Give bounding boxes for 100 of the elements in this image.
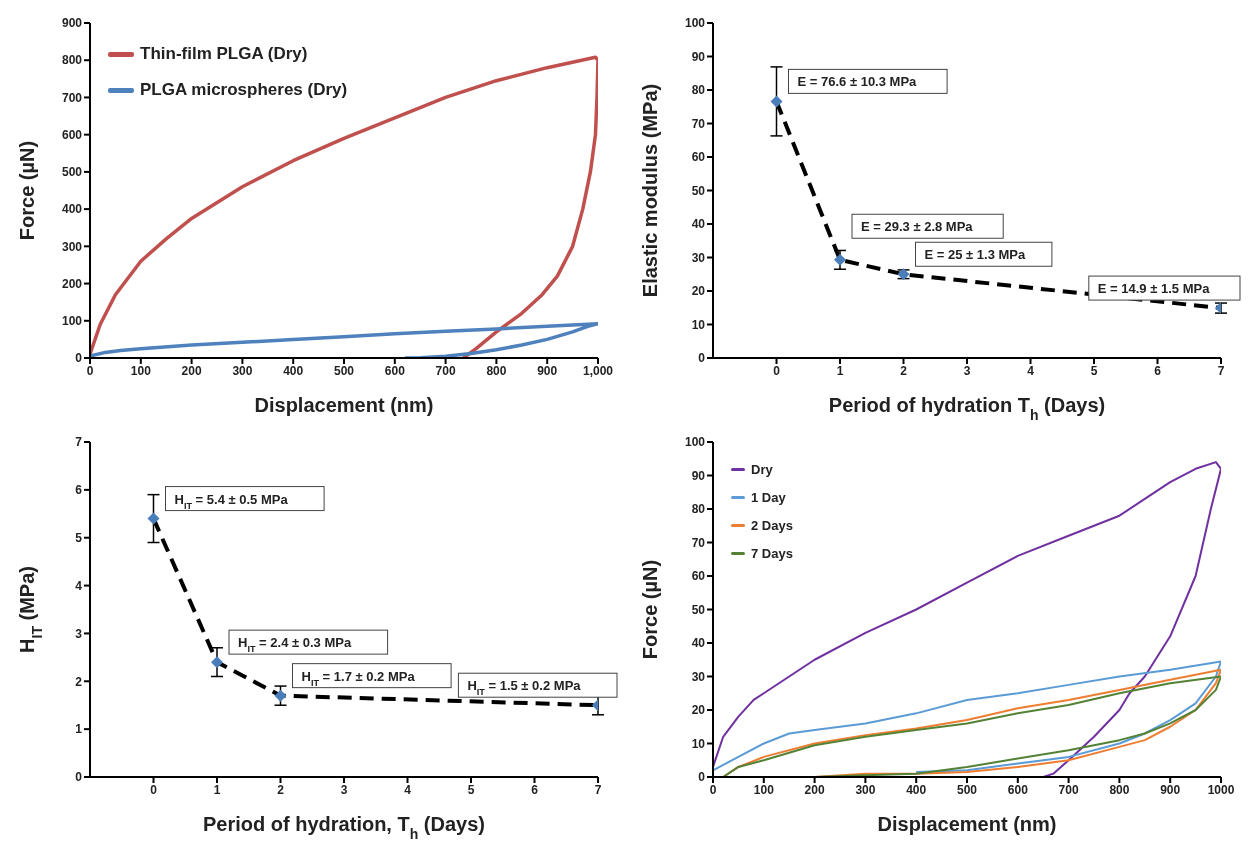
y-tick-label: 60 <box>691 150 706 165</box>
y-tick-label: 1 <box>75 722 83 737</box>
x-tick-label: 800 <box>486 363 507 378</box>
y-tick-label: 80 <box>691 502 706 517</box>
x-tick-label: 600 <box>384 363 406 378</box>
y-axis-title: Force (µN) <box>639 559 661 660</box>
y-tick-label: 90 <box>691 468 706 483</box>
x-tick-label: 700 <box>435 363 456 378</box>
x-tick-label: 700 <box>1058 782 1079 797</box>
x-tick-label: 100 <box>753 782 775 797</box>
y-tick-label: 7 <box>75 435 83 450</box>
y-tick-label: 800 <box>61 53 83 68</box>
x-tick-label: 5 <box>1090 363 1098 378</box>
x-tick-label: 0 <box>86 363 94 378</box>
y-tick-label: 40 <box>691 636 706 651</box>
point <box>147 512 160 525</box>
x-tick-label: 200 <box>804 782 825 797</box>
y-tick-label: 20 <box>691 703 706 718</box>
y-tick-label: 80 <box>691 83 706 98</box>
y-tick-label: 70 <box>691 116 706 131</box>
y-tick-label: 60 <box>691 569 706 584</box>
y-tick-label: 30 <box>691 250 706 265</box>
x-axis-title: Displacement (nm) <box>254 394 434 416</box>
y-tick-label: 90 <box>691 49 706 64</box>
y-tick-label: 70 <box>691 535 706 550</box>
annotation: E = 29.3 ± 2.8 MPa <box>861 219 974 235</box>
y-tick-label: 4 <box>75 578 83 593</box>
y-tick-label: 600 <box>61 127 83 142</box>
y-tick-label: 100 <box>684 16 706 31</box>
x-tick-label: 4 <box>404 782 412 797</box>
x-tick-label: 0 <box>773 363 781 378</box>
y-tick-label: 100 <box>684 435 706 450</box>
y-tick-label: 3 <box>75 626 83 641</box>
y-tick-label: 50 <box>691 602 706 617</box>
y-tick-label: 2 <box>75 674 83 689</box>
x-axis-title: Period of hydration T$_{h}$ (Days) <box>828 394 1106 423</box>
annotation: H$_{IT}$ = 5.4 ± 0.5 MPa <box>174 491 289 511</box>
x-tick-label: 300 <box>232 363 253 378</box>
y-tick-label: 300 <box>61 239 83 254</box>
x-tick-label: 500 <box>956 782 978 797</box>
x-tick-label: 4 <box>1027 363 1035 378</box>
x-tick-label: 6 <box>531 782 539 797</box>
y-tick-label: 5 <box>75 530 83 545</box>
y-tick-label: 40 <box>691 217 706 232</box>
y-tick-label: 0 <box>698 351 706 366</box>
legend-label: Thin-film PLGA (Dry) <box>140 44 308 64</box>
x-tick-label: 600 <box>1007 782 1029 797</box>
y-tick-label: 10 <box>691 736 706 751</box>
x-tick-label: 300 <box>855 782 876 797</box>
y-axis-title: Force (µN) <box>16 140 38 241</box>
annotation: E = 14.9 ± 1.5 MPa <box>1097 281 1211 297</box>
y-tick-label: 900 <box>61 16 83 31</box>
x-tick-label: 1000 <box>1207 782 1235 797</box>
point <box>274 689 287 702</box>
annotation: H$_{IT}$ = 1.7 ± 0.2 MPa <box>301 668 416 688</box>
legend-label: 1 Day <box>751 489 786 505</box>
x-axis-title: Period of hydration, T$_{h}$ (Days) <box>203 813 485 842</box>
x-tick-label: 1 <box>213 782 221 797</box>
y-tick-label: 0 <box>75 351 83 366</box>
x-tick-label: 5 <box>467 782 475 797</box>
x-tick-label: 6 <box>1154 363 1162 378</box>
annotation: E = 25 ± 1.3 MPa <box>924 247 1026 263</box>
legend-label: Dry <box>751 461 773 477</box>
y-tick-label: 100 <box>61 314 83 329</box>
legend-label: PLGA microspheres (Dry) <box>140 80 348 100</box>
y-tick-label: 0 <box>75 770 83 785</box>
point <box>834 253 846 266</box>
x-tick-label: 400 <box>283 363 304 378</box>
x-tick-label: 2 <box>277 782 285 797</box>
y-tick-label: 0 <box>698 770 706 785</box>
x-tick-label: 200 <box>181 363 202 378</box>
y-tick-label: 30 <box>691 669 706 684</box>
x-tick-label: 3 <box>963 363 971 378</box>
legend-label: 7 Days <box>751 545 793 561</box>
y-tick-label: 700 <box>61 90 83 105</box>
x-axis-title: Displacement (nm) <box>877 813 1057 835</box>
y-tick-label: 50 <box>691 183 706 198</box>
x-tick-label: 7 <box>594 782 602 797</box>
y-tick-label: 6 <box>75 483 83 498</box>
y-tick-label: 200 <box>61 276 83 291</box>
x-tick-label: 0 <box>709 782 717 797</box>
x-tick-label: 800 <box>1109 782 1130 797</box>
y-tick-label: 400 <box>61 202 83 217</box>
x-tick-label: 0 <box>150 782 158 797</box>
point <box>211 656 223 669</box>
x-tick-label: 500 <box>333 363 355 378</box>
x-tick-label: 1 <box>836 363 844 378</box>
y-tick-label: 10 <box>691 317 706 332</box>
x-tick-label: 3 <box>340 782 348 797</box>
annotation: H$_{IT}$ = 1.5 ± 0.2 MPa <box>467 678 582 698</box>
x-tick-label: 7 <box>1217 363 1225 378</box>
y-tick-label: 20 <box>691 284 706 299</box>
point <box>770 95 783 108</box>
y-axis-title: Elastic modulus (MPa) <box>639 83 661 298</box>
annotation: E = 76.6 ± 10.3 MPa <box>797 74 918 90</box>
x-tick-label: 900 <box>1160 782 1181 797</box>
x-tick-label: 400 <box>906 782 927 797</box>
x-tick-label: 100 <box>130 363 152 378</box>
x-tick-label: 2 <box>900 363 908 378</box>
y-tick-label: 500 <box>61 165 83 180</box>
